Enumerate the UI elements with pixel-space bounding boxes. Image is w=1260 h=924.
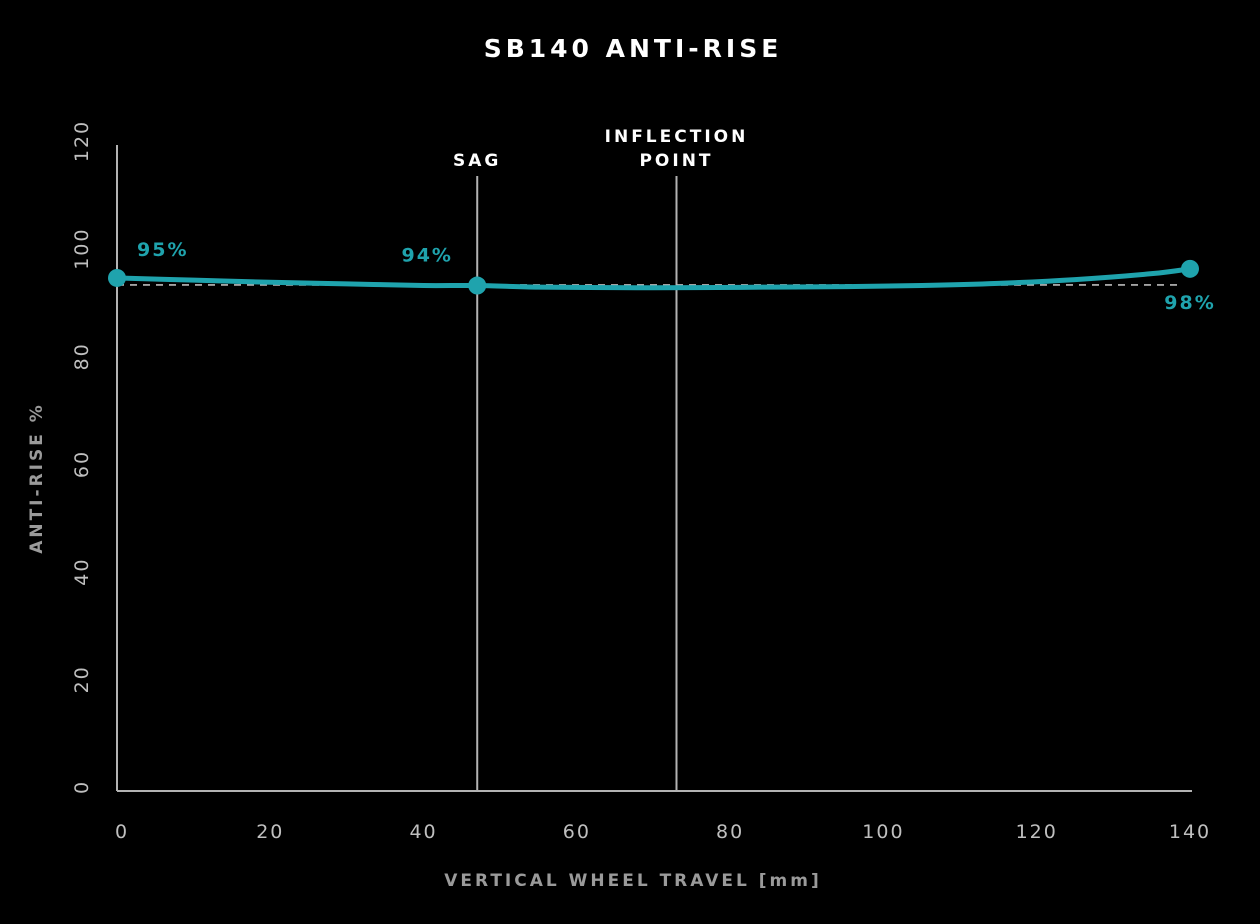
x-tick-label: 80 [716,821,744,843]
x-tick-label: 120 [1016,821,1058,843]
axes [116,145,1192,792]
x-axis-label: VERTICAL WHEEL TRAVEL [mm] [444,871,822,891]
vertical-marker-label: SAG [453,151,501,171]
data-label: 94% [401,245,452,267]
y-tick-label: 0 [71,780,93,794]
x-tick-label: 100 [862,821,904,843]
y-tick-labels: 0 20 40 60 80 100 120 [71,120,93,794]
x-tick-label: 140 [1169,821,1211,843]
vertical-marker-label: POINT [639,151,713,171]
y-tick-label: 100 [71,228,93,270]
x-tick-label: 60 [563,821,591,843]
highlighted-points: 95% 94% 98% [108,239,1215,314]
data-point [108,268,126,287]
data-label: 98% [1164,292,1215,314]
y-tick-label: 60 [71,450,93,478]
x-tick-label: 40 [409,821,437,843]
series-group [114,266,1193,291]
y-axis-label: ANTI-RISE % [27,402,47,554]
data-point [468,276,487,295]
x-tick-label: 0 [115,821,129,843]
y-tick-label: 40 [71,558,93,586]
x-tick-labels: 0 20 40 60 80 100 120 140 [115,821,1211,843]
chart-title: SB140 ANTI-RISE [484,34,783,63]
data-point [1181,259,1199,278]
y-tick-label: 20 [71,665,93,693]
y-tick-label: 120 [71,120,93,162]
y-tick-label: 80 [71,342,93,370]
series-line [114,266,1193,291]
vertical-marker-label: INFLECTION [605,127,749,147]
data-label: 95% [137,239,188,261]
x-tick-label: 20 [256,821,284,843]
